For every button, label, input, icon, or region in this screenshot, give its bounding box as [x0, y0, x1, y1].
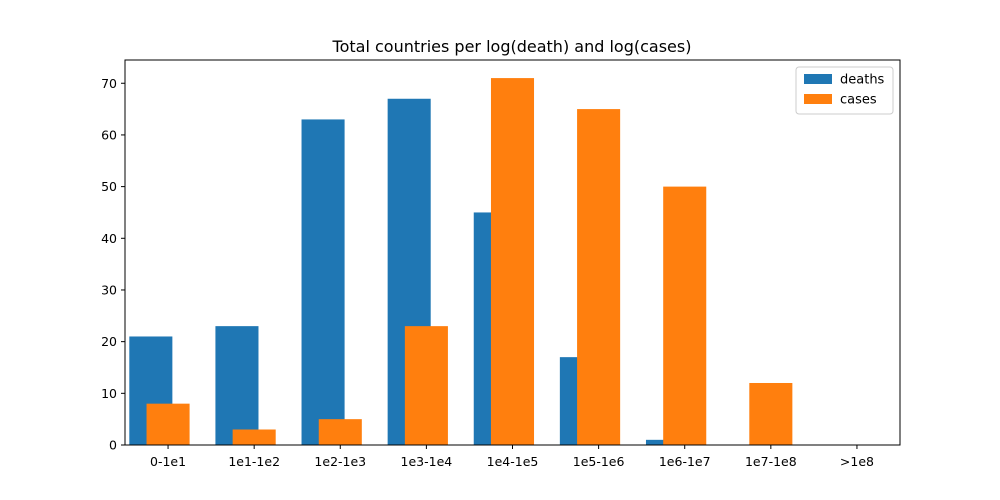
- legend-label-deaths: deaths: [840, 73, 885, 88]
- chart-title: Total countries per log(death) and log(c…: [332, 37, 692, 56]
- bars-layer: [129, 78, 793, 446]
- bar-cases-2: [318, 419, 362, 445]
- y-tick-label-1: 10: [101, 386, 117, 401]
- x-tick-label-5: 1e5-1e6: [573, 454, 625, 469]
- x-tick-label-1: 1e1-1e2: [228, 454, 280, 469]
- bar-cases-3: [404, 326, 448, 445]
- y-tick-label-4: 40: [101, 231, 117, 246]
- y-axis: 0 10 20 30 40 50 60 70: [101, 76, 125, 453]
- x-tick-label-8: >1e8: [840, 454, 874, 469]
- x-tick-label-3: 1e3-1e4: [401, 454, 453, 469]
- y-tick-label-2: 20: [101, 334, 117, 349]
- y-tick-label-3: 30: [101, 282, 117, 297]
- x-tick-label-6: 1e6-1e7: [659, 454, 711, 469]
- x-tick-label-7: 1e7-1e8: [745, 454, 797, 469]
- y-tick-label-7: 70: [101, 76, 117, 91]
- bar-cases-7: [749, 382, 793, 445]
- legend-label-cases: cases: [840, 93, 877, 108]
- legend: deaths cases: [795, 66, 894, 115]
- bar-cases-1: [232, 429, 276, 445]
- legend-swatch-deaths: [804, 74, 832, 84]
- legend-swatch-cases: [804, 94, 832, 104]
- y-tick-label-0: 0: [109, 438, 117, 453]
- x-tick-label-4: 1e4-1e5: [487, 454, 539, 469]
- bar-cases-0: [146, 403, 190, 445]
- x-axis: 0-1e1 1e1-1e2 1e2-1e3 1e3-1e4 1e4-1e5 1e5-1e6…: [150, 445, 874, 469]
- bar-deaths-1: [215, 326, 259, 445]
- bar-cases-5: [577, 109, 621, 445]
- bar-cases-4: [490, 78, 535, 445]
- y-tick-label-6: 60: [101, 127, 117, 142]
- x-tick-label-2: 1e2-1e3: [314, 454, 366, 469]
- bar-cases-6: [663, 186, 707, 446]
- x-tick-label-0: 0-1e1: [150, 454, 186, 469]
- y-tick-label-5: 50: [101, 179, 117, 194]
- bar-deaths-2: [301, 119, 345, 446]
